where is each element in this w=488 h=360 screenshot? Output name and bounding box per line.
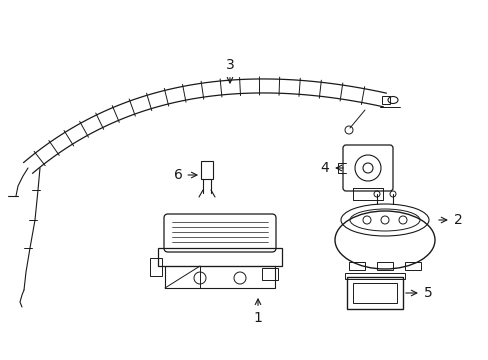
Text: 5: 5 [405, 286, 431, 300]
Bar [381, 96, 389, 104]
Text: 6: 6 [173, 168, 197, 182]
Bar [346, 277, 402, 309]
Bar [201, 161, 213, 179]
Bar [404, 262, 420, 270]
Bar [150, 258, 162, 276]
Text: 1: 1 [253, 299, 262, 325]
Text: 2: 2 [438, 213, 462, 227]
Text: 3: 3 [225, 58, 234, 83]
Bar [262, 268, 278, 280]
Bar [376, 262, 392, 270]
Bar [164, 266, 274, 288]
Bar [158, 248, 282, 266]
Bar [345, 273, 404, 279]
Bar [352, 283, 396, 303]
Text: 4: 4 [320, 161, 343, 175]
Bar [348, 262, 364, 270]
